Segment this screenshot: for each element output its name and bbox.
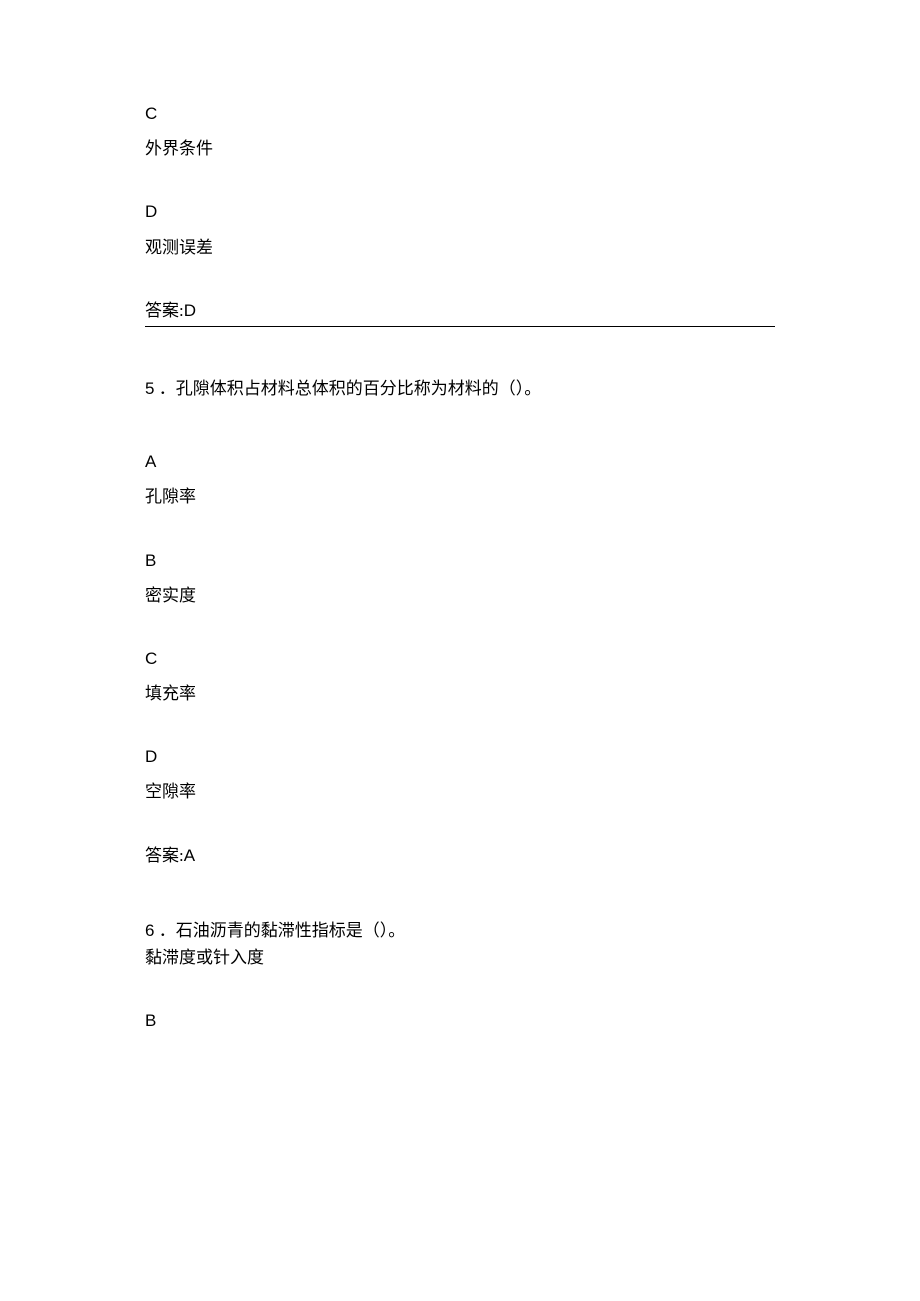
- q5-option-c-letter: C: [145, 645, 775, 672]
- question-5-text: 孔隙体积占材料总体积的百分比称为材料的（）。: [176, 379, 542, 398]
- answer-label: 答案:: [145, 301, 184, 320]
- question-5-stem: 5 ．孔隙体积占材料总体积的百分比称为材料的（）。: [145, 375, 775, 402]
- option-d-text: 观测误差: [145, 234, 775, 261]
- answer-q5-label: 答案:: [145, 846, 184, 865]
- q5-option-b-text: 密实度: [145, 582, 775, 609]
- question-5-separator: ．: [154, 379, 175, 398]
- answer-q4: 答案:D: [145, 297, 775, 327]
- question-6-stem: 6 ．石油沥青的黏滞性指标是（）。: [145, 917, 775, 944]
- option-d-letter: D: [145, 198, 775, 225]
- q5-option-a-text: 孔隙率: [145, 483, 775, 510]
- question-6-block: 6 ．石油沥青的黏滞性指标是（）。 黏滞度或针入度: [145, 917, 775, 971]
- answer-q5: 答案:A: [145, 842, 775, 869]
- q5-option-d-text: 空隙率: [145, 778, 775, 805]
- q5-option-c-text: 填充率: [145, 680, 775, 707]
- q6-option-b-letter: B: [145, 1007, 775, 1034]
- answer-value: D: [184, 301, 196, 320]
- option-c-letter: C: [145, 100, 775, 127]
- question-6-sub: 黏滞度或针入度: [145, 944, 775, 971]
- q5-option-d-letter: D: [145, 743, 775, 770]
- question-6-text: 石油沥青的黏滞性指标是（）。: [176, 921, 406, 940]
- answer-q5-value: A: [184, 846, 195, 865]
- q5-option-b-letter: B: [145, 547, 775, 574]
- q5-option-a-letter: A: [145, 448, 775, 475]
- question-6-separator: ．: [154, 921, 175, 940]
- option-c-text: 外界条件: [145, 135, 775, 162]
